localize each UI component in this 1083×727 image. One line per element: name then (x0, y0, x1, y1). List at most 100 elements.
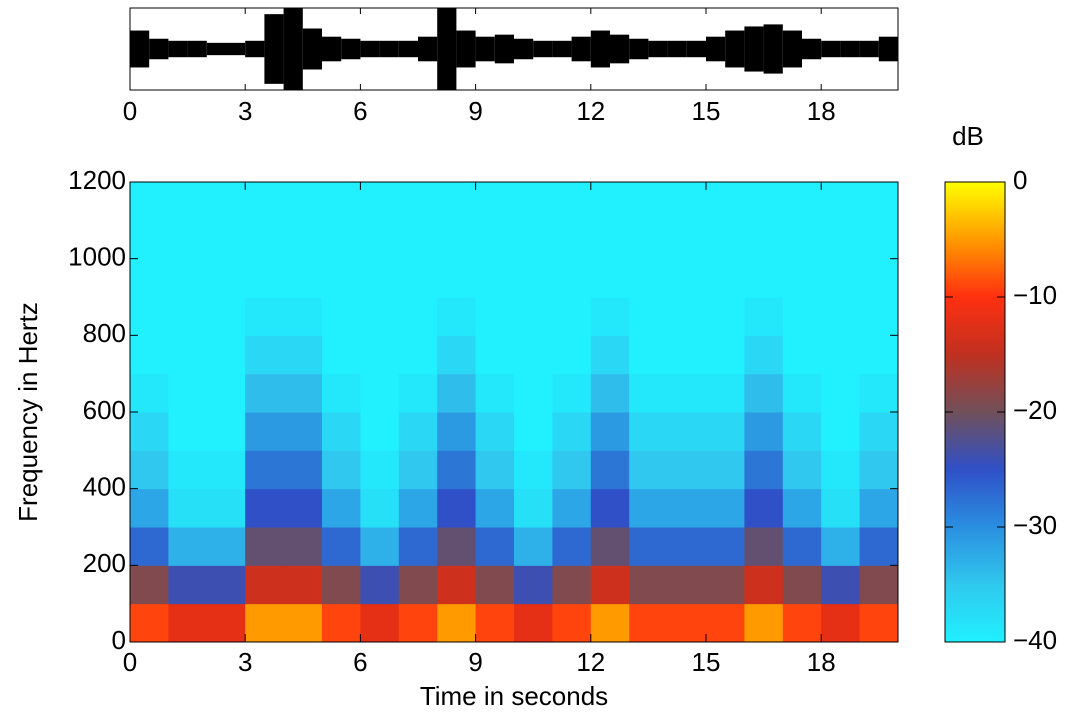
heatmap-cell (437, 450, 477, 490)
heatmap-cell (322, 527, 361, 566)
heatmap-cell (130, 603, 169, 643)
heatmap-cell (667, 220, 707, 260)
heatmap-cell (475, 182, 515, 221)
heatmap-cell (475, 258, 515, 298)
heatmap-cell (782, 488, 822, 528)
heatmap-cell (283, 335, 323, 375)
heatmap-cell (667, 258, 707, 298)
heatmap-cell (322, 412, 361, 451)
heatmap-cell (475, 565, 515, 605)
y-tick-label: 0 (112, 625, 126, 655)
waveform-envelope (456, 30, 476, 68)
heatmap-cell (398, 373, 438, 413)
y-axis-title: Frequency in Hertz (13, 302, 43, 522)
heatmap-cell (629, 373, 669, 413)
heatmap-cell (552, 335, 592, 375)
heatmap-cell (360, 220, 400, 260)
waveform-envelope (149, 38, 169, 60)
heatmap-cell (782, 373, 822, 413)
heatmap-cell (245, 373, 285, 413)
waveform-envelope (533, 40, 553, 58)
heatmap-cell (821, 220, 861, 260)
heatmap-cell (667, 450, 707, 490)
heatmap-cell (130, 258, 169, 298)
heatmap-cell (168, 527, 208, 566)
heatmap-cell (437, 603, 477, 643)
heatmap-cell (437, 527, 477, 566)
heatmap-cell (514, 335, 553, 375)
y-tick-label: 600 (83, 395, 126, 425)
heatmap-cell (744, 335, 784, 375)
heatmap-cell (475, 450, 515, 490)
heatmap-cell (821, 450, 861, 490)
heatmap-cell (706, 565, 745, 605)
x-tick-label: 12 (576, 96, 605, 126)
heatmap-cell (283, 412, 323, 451)
heatmap-cell (514, 603, 553, 643)
heatmap-cell (514, 488, 553, 528)
heatmap-cell (821, 258, 861, 298)
heatmap-cell (859, 565, 899, 605)
heatmap-cell (667, 565, 707, 605)
heatmap-cell (667, 373, 707, 413)
heatmap-cell (398, 220, 438, 260)
waveform-envelope (418, 36, 438, 62)
heatmap-cell (475, 220, 515, 260)
waveform-envelope (706, 36, 726, 62)
heatmap-cell (552, 488, 592, 528)
heatmap-cell (552, 450, 592, 490)
heatmap-cell (322, 488, 361, 528)
heatmap-cell (322, 258, 361, 298)
heatmap-cell (360, 182, 400, 221)
heatmap-cell (590, 565, 630, 605)
waveform-envelope (571, 36, 591, 62)
heatmap-cell (629, 603, 669, 643)
heatmap-cell (706, 182, 745, 221)
heatmap-cell (859, 335, 899, 375)
heatmap-cell (245, 603, 285, 643)
heatmap-cell (283, 488, 323, 528)
heatmap-cell (859, 488, 899, 528)
heatmap-cell (514, 412, 553, 451)
heatmap-cell (590, 220, 630, 260)
heatmap-cell (283, 297, 323, 336)
heatmap-cell (706, 258, 745, 298)
heatmap-cell (130, 488, 169, 528)
heatmap-cell (206, 527, 246, 566)
heatmap-cell (782, 335, 822, 375)
heatmap-cell (437, 565, 477, 605)
colorbar-tick-label: 0 (1013, 165, 1027, 195)
heatmap-cell (629, 450, 669, 490)
heatmap-cell (859, 527, 899, 566)
heatmap-cell (590, 527, 630, 566)
heatmap-cell (322, 220, 361, 260)
waveform-envelope (187, 40, 207, 58)
waveform-envelope (494, 34, 514, 64)
heatmap-cell (475, 335, 515, 375)
heatmap-cell (245, 412, 285, 451)
heatmap-cell (168, 373, 208, 413)
heatmap-cell (360, 527, 400, 566)
heatmap-cell (437, 488, 477, 528)
heatmap-cell (206, 488, 246, 528)
heatmap-cell (782, 565, 822, 605)
heatmap-cell (744, 373, 784, 413)
heatmap-cell (475, 297, 515, 336)
heatmap-cell (168, 335, 208, 375)
y-tick-label: 400 (83, 472, 126, 502)
waveform-envelope (206, 42, 226, 56)
y-tick-label: 1200 (68, 165, 126, 195)
heatmap-cell (168, 182, 208, 221)
x-tick-label: 15 (692, 96, 721, 126)
heatmap-cell (552, 527, 592, 566)
heatmap-cell (667, 335, 707, 375)
waveform-envelope (437, 8, 457, 90)
heatmap-cell (283, 373, 323, 413)
heatmap-cell (206, 373, 246, 413)
waveform-envelope (744, 26, 764, 72)
heatmap-cell (206, 412, 246, 451)
colorbar-tick-label: −30 (1013, 510, 1057, 540)
heatmap-cell (322, 182, 361, 221)
heatmap-cell (859, 220, 899, 260)
heatmap-cell (245, 527, 285, 566)
